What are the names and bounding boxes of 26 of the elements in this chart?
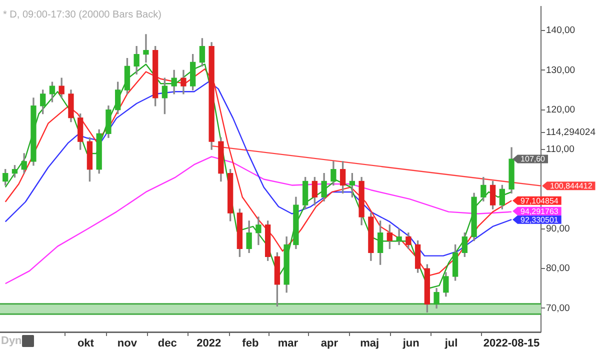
annotation: 107,60	[520, 154, 546, 164]
x-tick-label: okt	[77, 338, 94, 350]
x-tick-label: mar	[278, 338, 299, 350]
chart-title: * D, 09:00-17:30 (20000 Bars Back)	[3, 9, 162, 20]
x-tick-label: feb	[242, 338, 259, 350]
data-label: 97,104854	[520, 196, 559, 206]
y-tick-label: 114,294024	[546, 127, 596, 138]
x-tick-label: 2022-08-15	[483, 338, 540, 350]
x-tick-label: jul	[444, 338, 458, 350]
y-tick-label: 80,00	[546, 263, 570, 274]
x-tick-label: 2022	[196, 338, 222, 350]
x-tick-label: maj	[360, 338, 380, 350]
y-tick-label: 70,00	[546, 302, 570, 314]
data-label: 92,330501	[520, 215, 559, 224]
y-tick-label: 110,00	[546, 144, 574, 156]
y-tick-label: 90,00	[546, 223, 570, 234]
y-tick-label: 120,00	[546, 104, 576, 116]
x-tick-label: dec	[158, 338, 177, 350]
y-tick-label: 130,00	[546, 64, 576, 76]
data-label: 94,291763	[520, 206, 559, 216]
data-label: 100,844412	[550, 182, 593, 191]
x-tick-label: apr	[320, 338, 339, 350]
text: Dyn	[1, 335, 22, 348]
y-tick-label: 140,00	[546, 25, 576, 36]
x-tick-label: jun	[402, 338, 420, 350]
x-tick-label: nov	[117, 338, 138, 350]
